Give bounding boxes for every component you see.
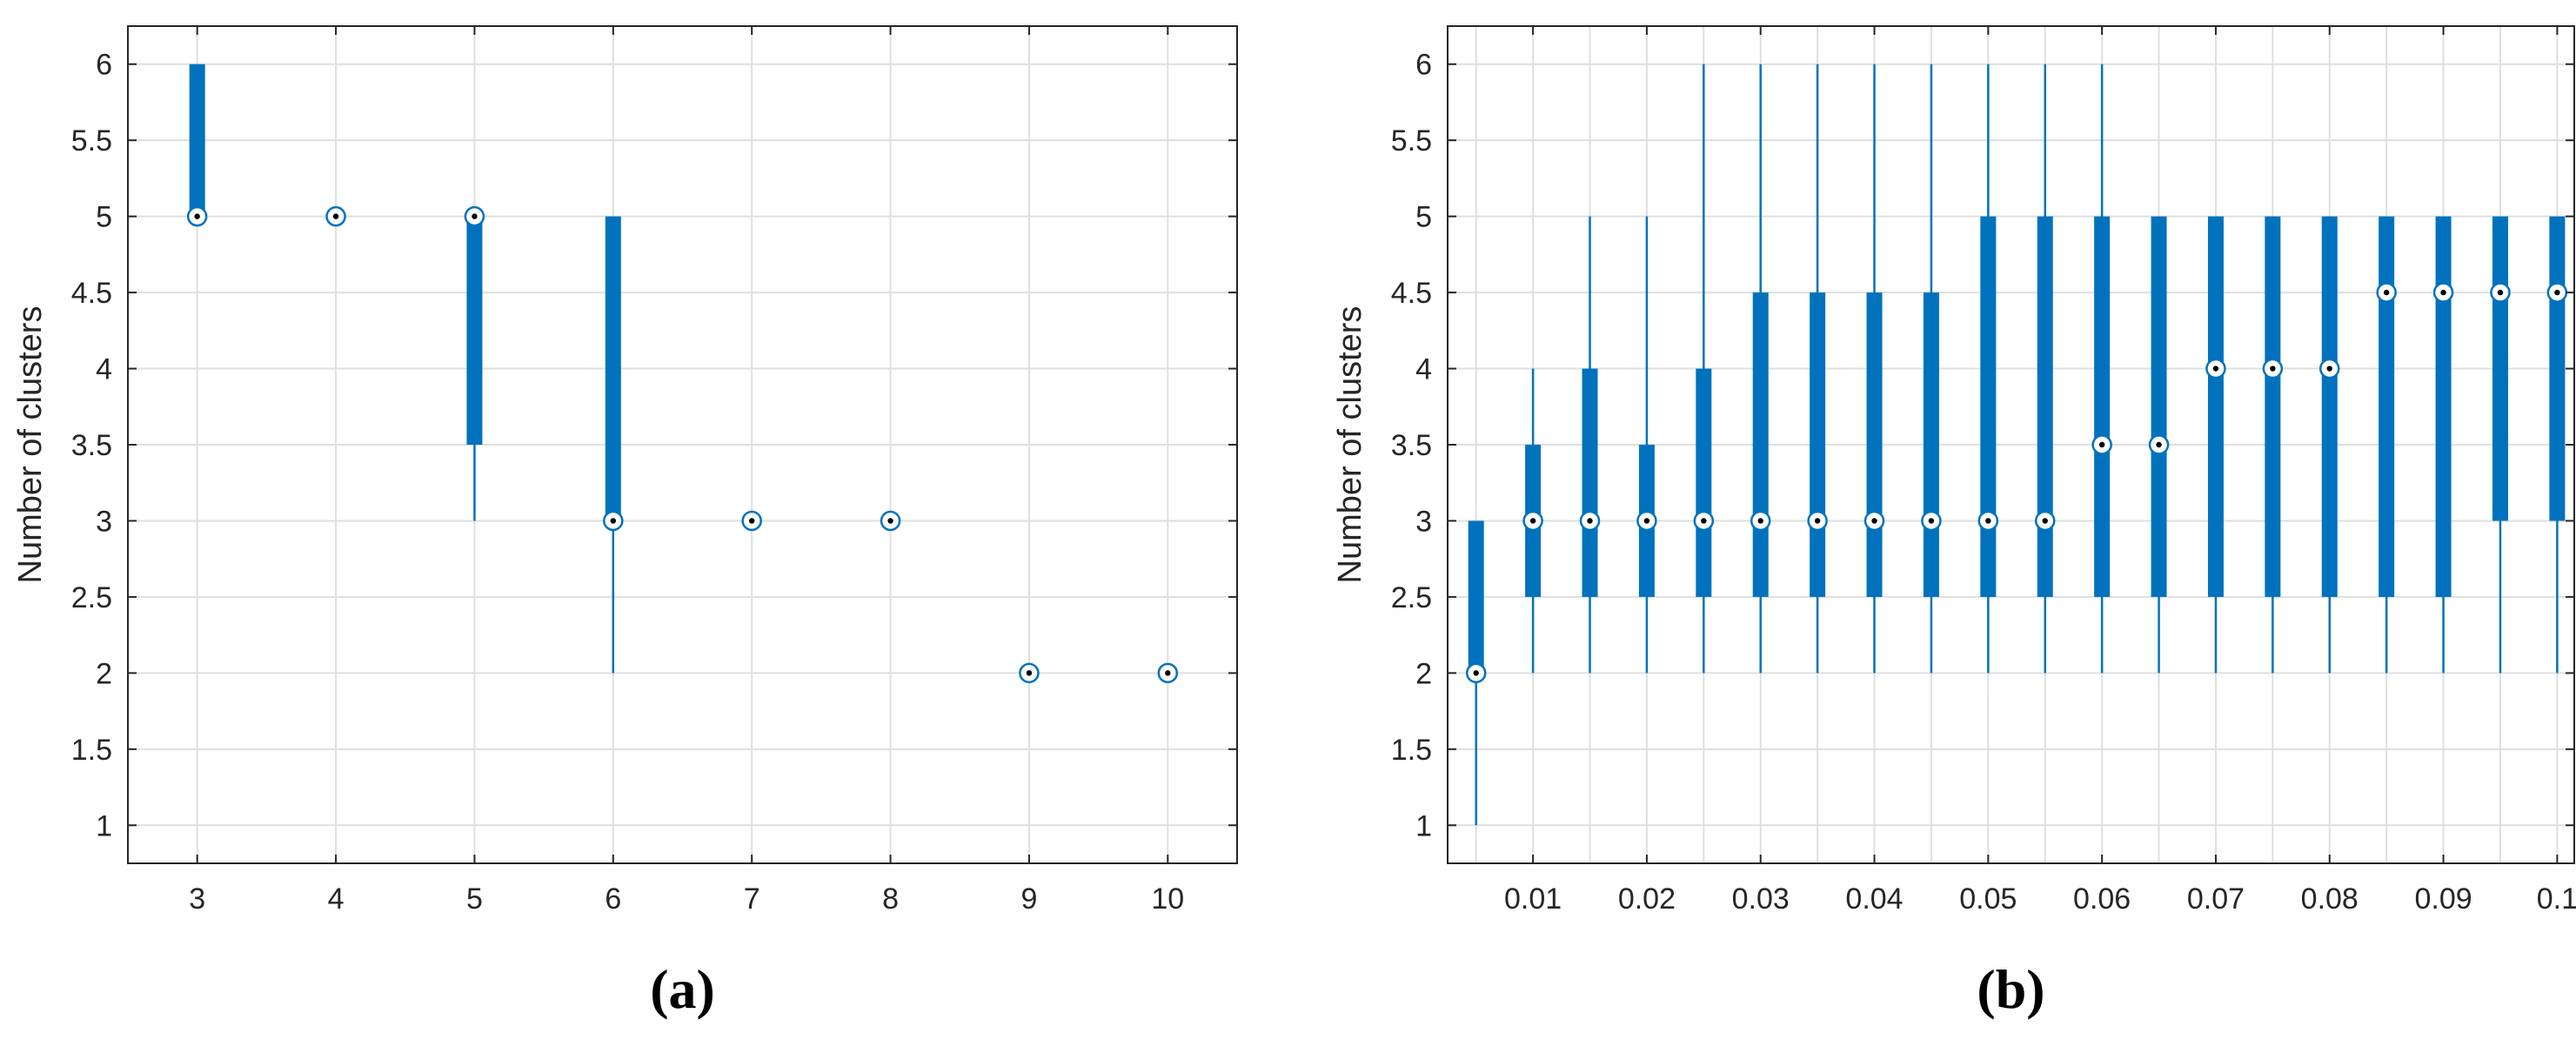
box-b	[1582, 368, 1598, 597]
y-tick-label-a: 6	[96, 49, 112, 82]
y-tick-label-a: 1.5	[71, 734, 112, 767]
median-dot-b	[2270, 366, 2276, 372]
median-dot-b	[1871, 518, 1877, 524]
x-tick-label-a: 9	[1020, 882, 1037, 916]
x-tick-label-b: 0.07	[2187, 882, 2245, 916]
box-b	[1866, 292, 1883, 597]
box-b	[1468, 520, 1484, 674]
box-b	[1752, 292, 1769, 597]
y-tick-label-a: 4	[96, 353, 112, 386]
median-dot-a	[610, 518, 617, 524]
box-b	[2435, 216, 2452, 597]
panel-a-chart: 1 1.5 2 2.5 3 3.5 4 4.5 5 5.5 6 3 4 5 6 7 8 9 10 Number of…	[12, 25, 1238, 1020]
median-dot-a	[748, 518, 755, 524]
y-axis-label-a: Number of clusters	[12, 306, 49, 584]
median-dot-b	[1985, 518, 1991, 524]
x-tick-label-a: 3	[189, 882, 205, 916]
median-dot-b	[2383, 289, 2390, 296]
box-b	[2379, 216, 2395, 597]
x-tick-label-b: 0.08	[2301, 882, 2359, 916]
y-tick-label-b: 1.5	[1391, 734, 1432, 767]
median-dot-b	[2156, 441, 2162, 448]
median-dot-b	[1643, 518, 1650, 524]
x-tick-label-b: 0.03	[1732, 882, 1790, 916]
median-dot-b	[1473, 670, 1479, 676]
median-dot-b	[2554, 289, 2560, 296]
x-tick-label-b: 0.1	[2537, 882, 2576, 916]
y-tick-label-a: 4.5	[71, 277, 112, 310]
y-tick-label-b: 5	[1415, 201, 1432, 234]
box-b	[1980, 216, 1997, 597]
box-b	[2549, 216, 2566, 521]
median-dot-a	[472, 213, 478, 219]
median-dot-a	[194, 213, 200, 219]
box-b	[1810, 292, 1826, 597]
y-tick-label-b: 2.5	[1391, 581, 1432, 614]
panel-label-a: (a)	[650, 958, 715, 1020]
x-tick-label-a: 6	[605, 882, 621, 916]
median-dot-b	[2326, 366, 2332, 372]
median-dot-b	[1587, 518, 1593, 524]
y-tick-label-b: 4	[1415, 353, 1432, 386]
y-tick-label-b: 4.5	[1391, 277, 1432, 310]
box-b	[1923, 292, 1939, 597]
box-b	[2492, 216, 2508, 521]
box-a	[605, 216, 621, 521]
y-tick-label-b: 6	[1415, 49, 1432, 82]
median-dot-b	[2497, 289, 2504, 296]
box-b	[2265, 216, 2281, 597]
median-dot-b	[1928, 518, 1935, 524]
box-b	[2037, 216, 2053, 597]
x-tick-label-b: 0.01	[1504, 882, 1562, 916]
panel-label-b: (b)	[1977, 958, 2044, 1020]
y-tick-label-a: 5.5	[71, 124, 112, 158]
box-b	[2094, 216, 2111, 597]
x-tick-label-a: 8	[882, 882, 899, 916]
median-dot-b	[2042, 518, 2048, 524]
y-tick-label-a: 3	[96, 505, 112, 538]
y-tick-label-b: 1	[1415, 809, 1432, 842]
median-dot-b	[1757, 518, 1763, 524]
x-tick-label-b: 0.05	[1959, 882, 2017, 916]
y-tick-label-b: 5.5	[1391, 124, 1432, 158]
median-dot-b	[2440, 289, 2446, 296]
y-tick-label-a: 5	[96, 201, 112, 234]
x-tick-label-a: 10	[1151, 882, 1184, 916]
median-dot-b	[1701, 518, 1707, 524]
median-dot-a	[332, 213, 339, 219]
median-dot-a	[887, 518, 893, 524]
median-dot-b	[2212, 366, 2219, 372]
y-tick-label-a: 1	[96, 809, 112, 842]
y-tick-label-a: 2	[96, 657, 112, 690]
x-tick-label-a: 7	[744, 882, 760, 916]
y-tick-label-b: 2	[1415, 657, 1432, 690]
median-dot-b	[1814, 518, 1821, 524]
y-tick-label-a: 3.5	[71, 429, 112, 462]
y-tick-label-b: 3	[1415, 505, 1432, 538]
median-dot-b	[2098, 441, 2105, 448]
y-axis-label-b: Number of clusters	[1332, 306, 1368, 584]
box-b	[2151, 216, 2167, 597]
x-tick-label-b: 0.02	[1618, 882, 1676, 916]
box-a	[189, 64, 205, 217]
x-tick-label-b: 0.06	[2073, 882, 2131, 916]
x-tick-label-a: 5	[466, 882, 483, 916]
median-dot-a	[1026, 670, 1033, 676]
x-tick-label-b: 0.09	[2414, 882, 2472, 916]
box-b	[1696, 368, 1712, 597]
box-b	[2321, 216, 2338, 597]
median-dot-a	[1165, 670, 1171, 676]
y-tick-label-a: 2.5	[71, 581, 112, 614]
median-dot-b	[1529, 518, 1536, 524]
x-tick-label-b: 0.04	[1845, 882, 1903, 916]
box-a	[466, 216, 483, 446]
x-tick-label-a: 4	[328, 882, 345, 916]
y-tick-label-b: 3.5	[1391, 429, 1432, 462]
box-b	[2207, 216, 2224, 597]
panel-b-chart: 1 1.5 2 2.5 3 3.5 4 4.5 5 5.5 6 0.01 0.02 0.03 0.04 0.0…	[1332, 25, 2576, 1020]
